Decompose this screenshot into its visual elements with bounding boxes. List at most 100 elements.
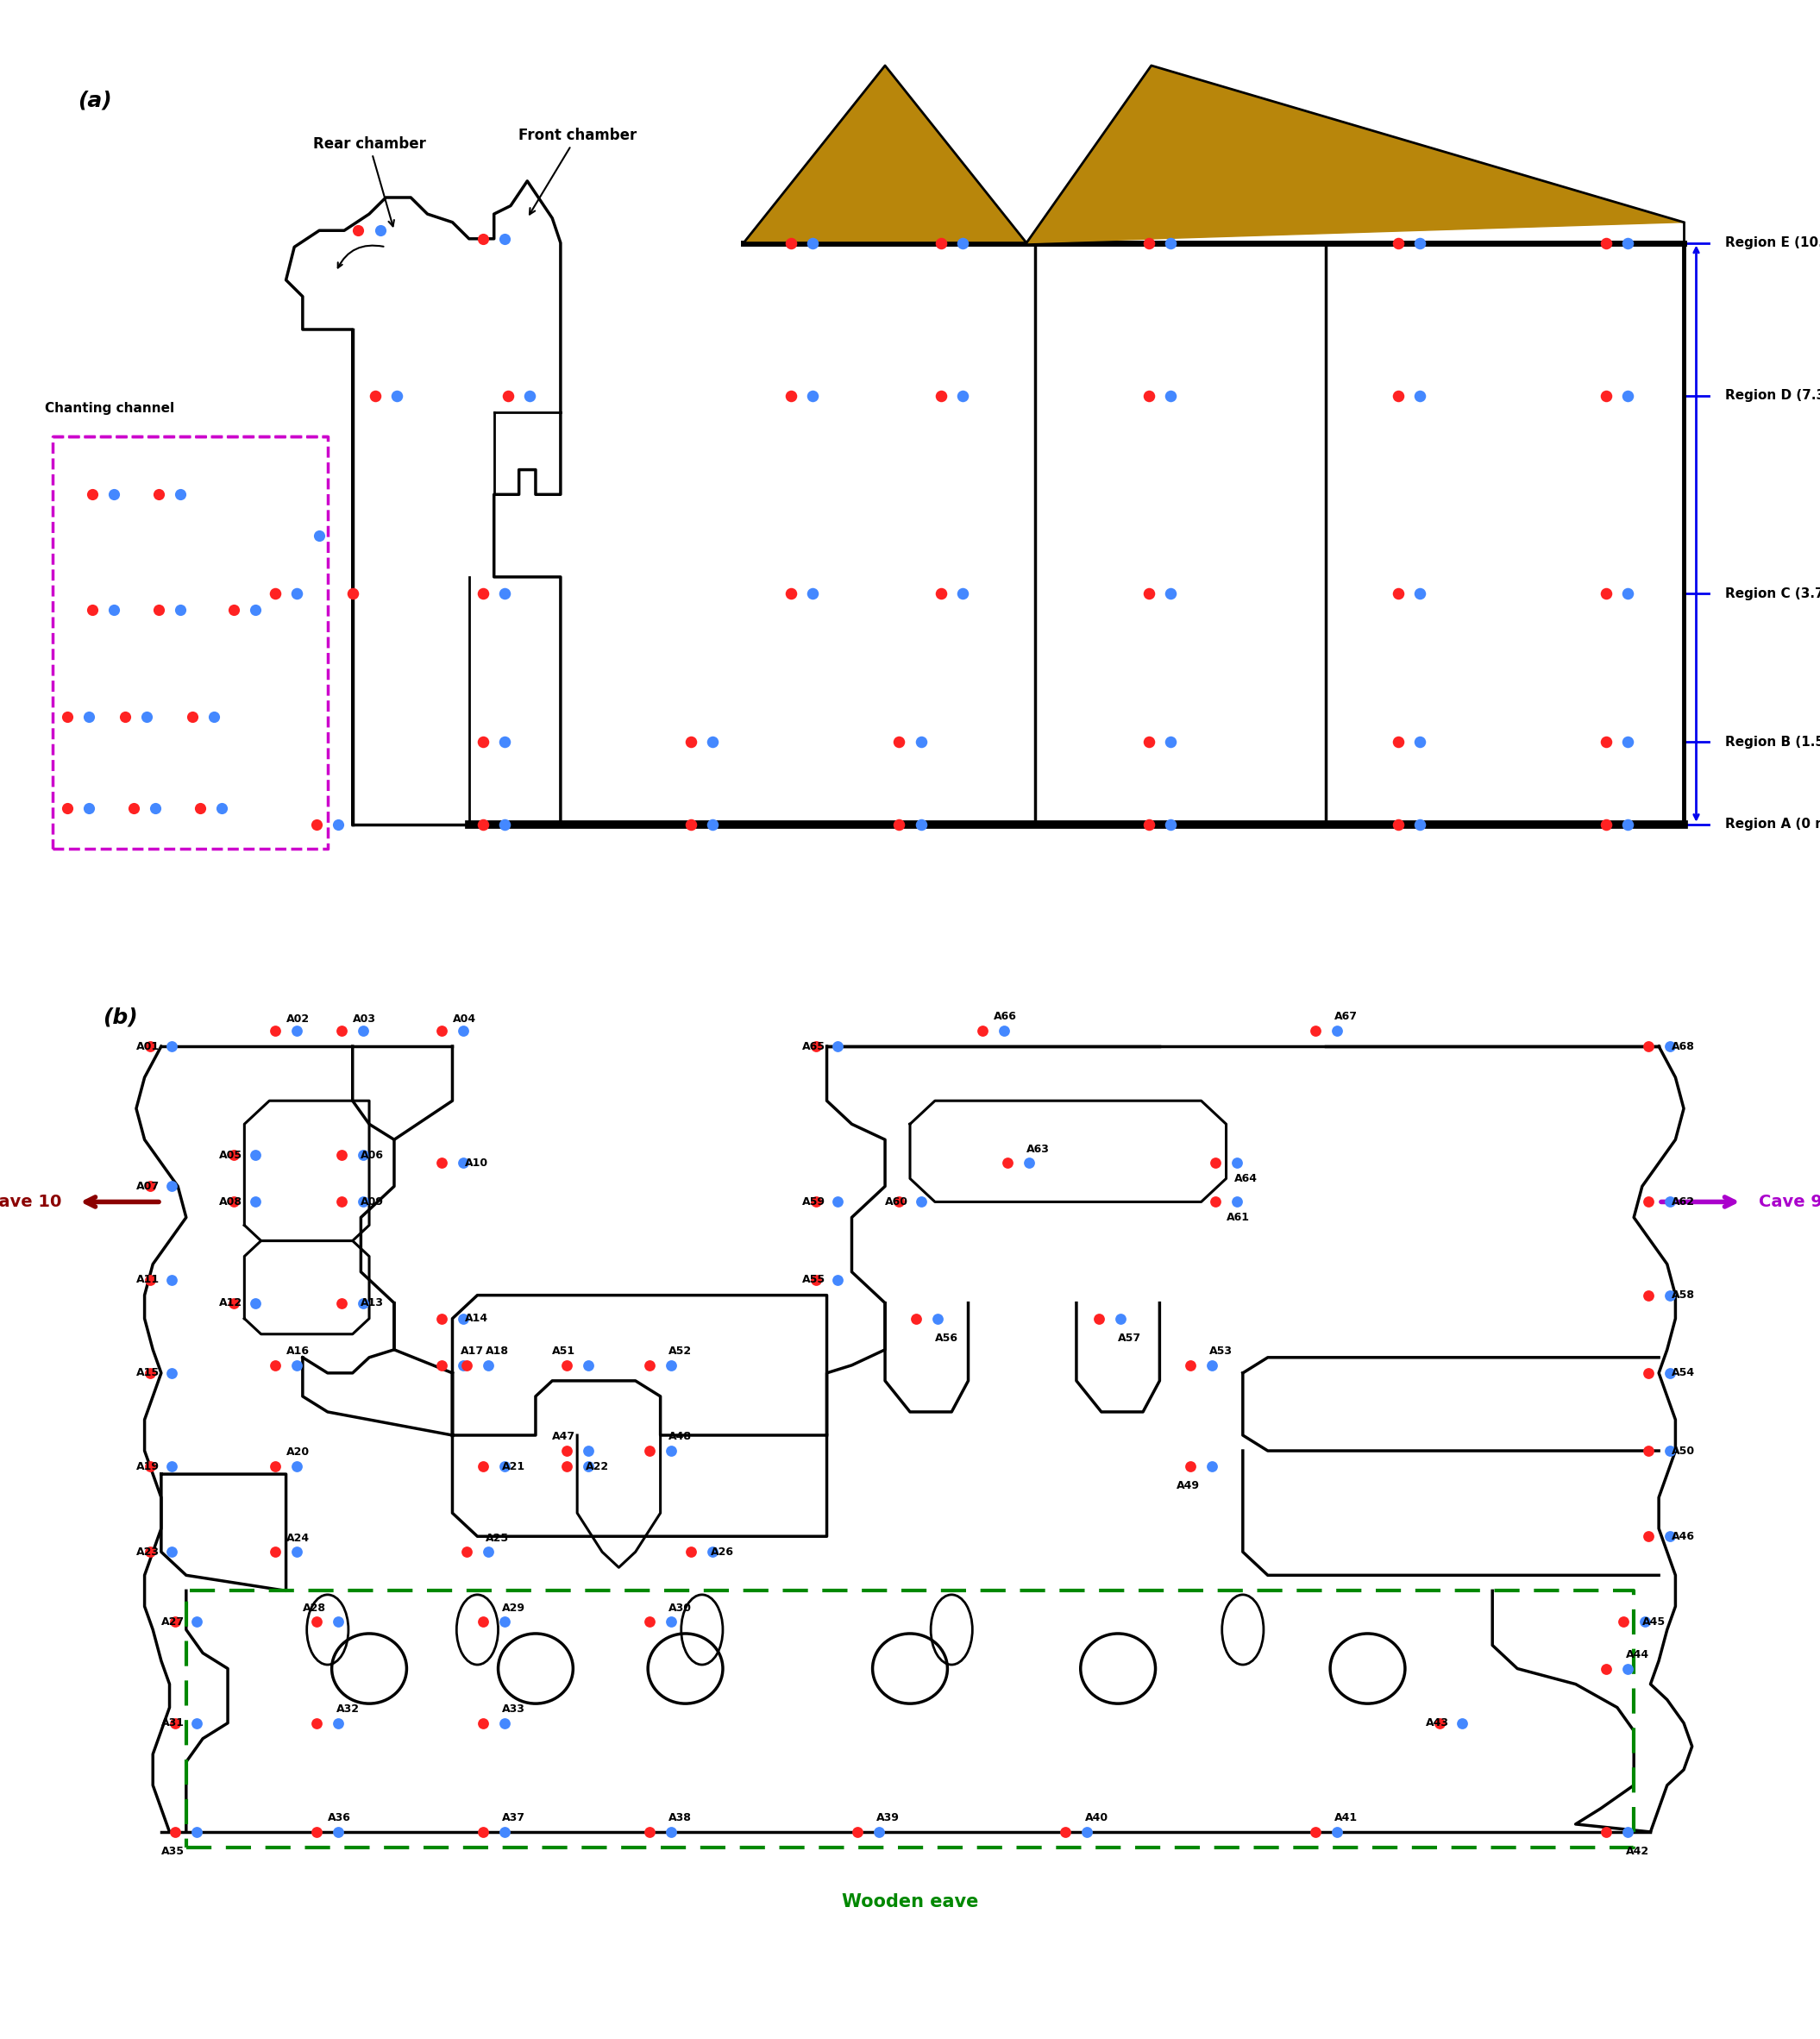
Point	[302, 1815, 331, 1847]
Point	[635, 1350, 664, 1382]
Text: A05: A05	[220, 1150, 242, 1160]
Point	[328, 1287, 357, 1319]
Text: A15: A15	[136, 1368, 160, 1378]
Point	[1323, 1815, 1352, 1847]
Point	[260, 1535, 289, 1568]
Text: A03: A03	[353, 1013, 377, 1026]
Point	[926, 379, 956, 412]
Text: A24: A24	[286, 1531, 309, 1544]
Text: A28: A28	[302, 1603, 326, 1613]
Point	[799, 577, 828, 610]
Point	[573, 1435, 602, 1468]
Point	[166, 479, 195, 512]
Point	[1447, 1707, 1476, 1739]
Point	[451, 1535, 480, 1568]
Point	[158, 1450, 187, 1482]
Point	[140, 791, 169, 824]
Point	[324, 1605, 353, 1637]
Point	[136, 1356, 166, 1389]
Point	[1654, 1278, 1684, 1311]
Point	[777, 226, 806, 259]
Text: A35: A35	[162, 1845, 184, 1858]
Text: A57: A57	[1117, 1331, 1141, 1344]
Point	[1134, 379, 1163, 412]
Point	[468, 726, 497, 759]
Point	[490, 726, 519, 759]
Point	[1301, 1015, 1330, 1048]
Point	[490, 1707, 519, 1739]
Point	[100, 593, 129, 626]
Text: (a): (a)	[78, 90, 113, 110]
Point	[885, 726, 914, 759]
Point	[282, 1350, 311, 1382]
Point	[1301, 1815, 1330, 1847]
Point	[843, 1815, 872, 1847]
Polygon shape	[744, 65, 1026, 243]
Point	[1134, 807, 1163, 840]
Point	[493, 379, 522, 412]
Text: A16: A16	[286, 1346, 309, 1356]
Point	[218, 593, 248, 626]
Point	[328, 1140, 357, 1172]
Point	[302, 1605, 331, 1637]
Point	[1383, 577, 1412, 610]
Point	[657, 1435, 686, 1468]
Text: A40: A40	[1085, 1813, 1108, 1823]
Text: A63: A63	[1026, 1144, 1050, 1154]
Point	[344, 214, 373, 247]
Point	[677, 807, 706, 840]
Point	[1592, 726, 1622, 759]
Point	[468, 1815, 497, 1847]
Point	[133, 701, 162, 734]
Text: A45: A45	[1642, 1617, 1665, 1627]
Point	[468, 1707, 497, 1739]
Point	[1156, 726, 1185, 759]
Text: A20: A20	[286, 1448, 309, 1458]
Point	[1201, 1146, 1230, 1179]
Point	[136, 1264, 166, 1297]
Text: A53: A53	[1210, 1346, 1232, 1356]
Point	[1223, 1146, 1252, 1179]
Point	[473, 1350, 502, 1382]
Point	[1614, 1652, 1643, 1684]
Point	[864, 1815, 894, 1847]
Point	[926, 226, 956, 259]
Point	[515, 379, 544, 412]
Point	[1383, 226, 1412, 259]
Point	[1383, 807, 1412, 840]
Point	[1614, 577, 1643, 610]
Point	[968, 1015, 997, 1048]
Point	[450, 1015, 479, 1048]
Point	[906, 1185, 935, 1217]
Point	[428, 1146, 457, 1179]
Text: A01: A01	[136, 1040, 160, 1052]
Point	[906, 807, 935, 840]
Point	[136, 1030, 166, 1062]
Point	[1156, 577, 1185, 610]
Text: A68: A68	[1671, 1040, 1694, 1052]
Point	[1201, 1185, 1230, 1217]
Point	[1654, 1030, 1684, 1062]
Text: A18: A18	[486, 1346, 510, 1356]
Text: A22: A22	[586, 1460, 610, 1472]
Point	[635, 1815, 664, 1847]
Point	[1014, 1146, 1043, 1179]
Point	[75, 791, 104, 824]
Text: A66: A66	[994, 1011, 1016, 1022]
Point	[1592, 226, 1622, 259]
Point	[551, 1450, 581, 1482]
Point	[160, 1707, 189, 1739]
Point	[282, 1535, 311, 1568]
Point	[144, 593, 173, 626]
Point	[777, 577, 806, 610]
Text: Wooden eave: Wooden eave	[1221, 133, 1349, 149]
Point	[657, 1815, 686, 1847]
Point	[182, 1707, 211, 1739]
Point	[78, 593, 107, 626]
Text: Cave 9: Cave 9	[1758, 1193, 1820, 1209]
Point	[948, 577, 977, 610]
Point	[1134, 577, 1163, 610]
Point	[823, 1264, 852, 1297]
Text: A32: A32	[337, 1703, 359, 1715]
Point	[118, 791, 147, 824]
